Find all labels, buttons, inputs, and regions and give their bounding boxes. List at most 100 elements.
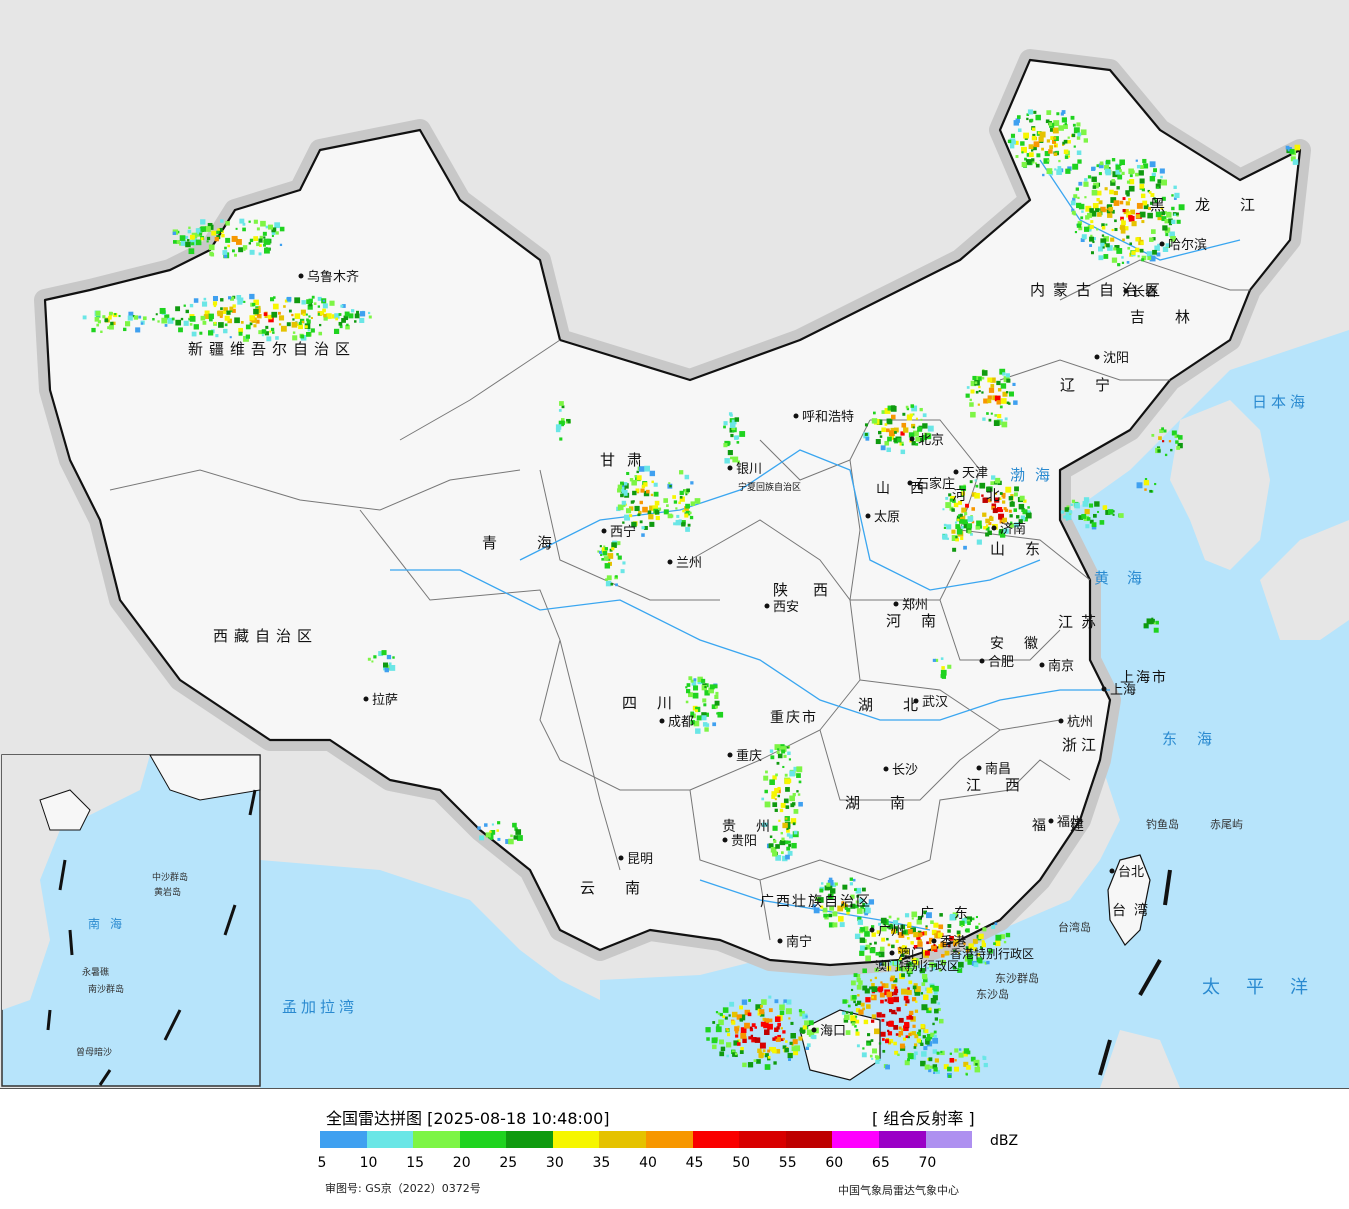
- radar-echo: [638, 466, 645, 472]
- radar-echo: [1092, 202, 1099, 209]
- radar-echo: [1013, 508, 1018, 512]
- radar-echo: [772, 775, 777, 780]
- radar-echo: [826, 882, 831, 887]
- radar-echo: [97, 320, 101, 324]
- radar-echo: [975, 525, 981, 530]
- city-label: 合肥: [988, 655, 1014, 670]
- radar-echo: [839, 922, 845, 928]
- radar-echo: [1148, 191, 1152, 194]
- radar-echo: [995, 934, 1002, 941]
- city-marker: [722, 837, 728, 843]
- radar-echo: [638, 510, 642, 515]
- radar-echo: [1171, 219, 1176, 224]
- radar-echo: [219, 314, 223, 318]
- radar-echo: [199, 232, 203, 236]
- radar-echo: [960, 515, 966, 522]
- radar-echo: [114, 313, 117, 316]
- radar-echo: [565, 421, 568, 424]
- radar-echo: [621, 500, 627, 506]
- radar-echo: [906, 963, 911, 968]
- radar-echo: [619, 486, 625, 492]
- radar-echo: [104, 318, 109, 323]
- radar-echo: [759, 1012, 765, 1017]
- radar-echo: [644, 465, 650, 472]
- radar-echo: [388, 662, 392, 666]
- radar-echo: [933, 1030, 937, 1034]
- radar-echo: [782, 1045, 787, 1050]
- radar-echo: [957, 952, 960, 955]
- radar-echo: [223, 328, 228, 334]
- radar-echo: [774, 798, 777, 801]
- radar-echo: [1141, 255, 1147, 261]
- radar-echo: [960, 536, 964, 540]
- radar-echo: [1111, 257, 1118, 263]
- radar-echo: [1071, 499, 1076, 503]
- radar-echo: [775, 1036, 781, 1042]
- radar-echo: [930, 997, 937, 1004]
- radar-echo: [1092, 185, 1097, 189]
- radar-echo: [775, 1048, 781, 1054]
- radar-echo: [934, 1017, 939, 1021]
- radar-echo: [489, 830, 492, 834]
- radar-echo: [1026, 153, 1031, 157]
- radar-echo: [1046, 139, 1051, 143]
- radar-echo: [732, 1052, 737, 1057]
- radar-echo: [774, 744, 781, 751]
- radar-echo: [973, 947, 977, 951]
- radar-echo: [940, 1050, 943, 1054]
- radar-echo: [987, 377, 993, 383]
- radar-echo: [946, 524, 952, 530]
- scale-swatch: [785, 1131, 833, 1148]
- radar-echo: [719, 1039, 724, 1045]
- radar-echo: [922, 973, 928, 980]
- radar-echo: [702, 722, 708, 727]
- radar-echo: [981, 494, 984, 497]
- radar-echo: [715, 1011, 719, 1014]
- radar-echo: [947, 1066, 952, 1072]
- radar-echo: [260, 220, 266, 227]
- radar-echo: [1013, 120, 1020, 126]
- region-label: 云南: [580, 879, 670, 897]
- radar-echo: [640, 488, 645, 493]
- scale-tick-label: 40: [639, 1155, 657, 1171]
- radar-echo: [942, 508, 945, 511]
- radar-echo: [298, 321, 302, 325]
- radar-echo: [230, 296, 235, 301]
- radar-echo: [1091, 166, 1096, 171]
- radar-echo: [748, 999, 751, 1002]
- radar-echo: [884, 999, 887, 1002]
- radar-echo: [1149, 489, 1153, 493]
- radar-echo: [1065, 518, 1069, 521]
- radar-echo: [876, 987, 881, 992]
- radar-echo: [123, 327, 127, 332]
- radar-echo: [876, 930, 881, 934]
- radar-echo: [928, 1068, 932, 1073]
- radar-echo: [1157, 243, 1160, 247]
- radar-echo: [1120, 228, 1126, 234]
- radar-echo: [854, 1025, 857, 1028]
- radar-echo: [1078, 515, 1084, 520]
- radar-echo: [294, 313, 301, 319]
- radar-echo: [203, 314, 209, 319]
- radar-echo: [1144, 478, 1148, 481]
- radar-echo: [1090, 234, 1093, 238]
- radar-echo: [932, 1064, 938, 1069]
- radar-echo: [994, 414, 997, 417]
- radar-echo: [942, 534, 948, 540]
- radar-echo: [970, 380, 977, 387]
- radar-echo: [786, 846, 791, 851]
- radar-echo: [217, 310, 224, 317]
- city-marker: [907, 480, 913, 486]
- radar-echo: [773, 1061, 777, 1065]
- radar-echo: [860, 1002, 865, 1007]
- radar-echo: [1045, 119, 1050, 124]
- radar-echo: [856, 894, 860, 898]
- radar-echo: [606, 575, 612, 581]
- radar-echo: [264, 331, 269, 336]
- radar-echo: [1067, 140, 1071, 144]
- radar-echo: [183, 320, 189, 326]
- radar-echo: [796, 790, 799, 793]
- radar-echo: [789, 770, 796, 777]
- radar-echo: [555, 427, 561, 433]
- radar-echo: [1171, 194, 1174, 197]
